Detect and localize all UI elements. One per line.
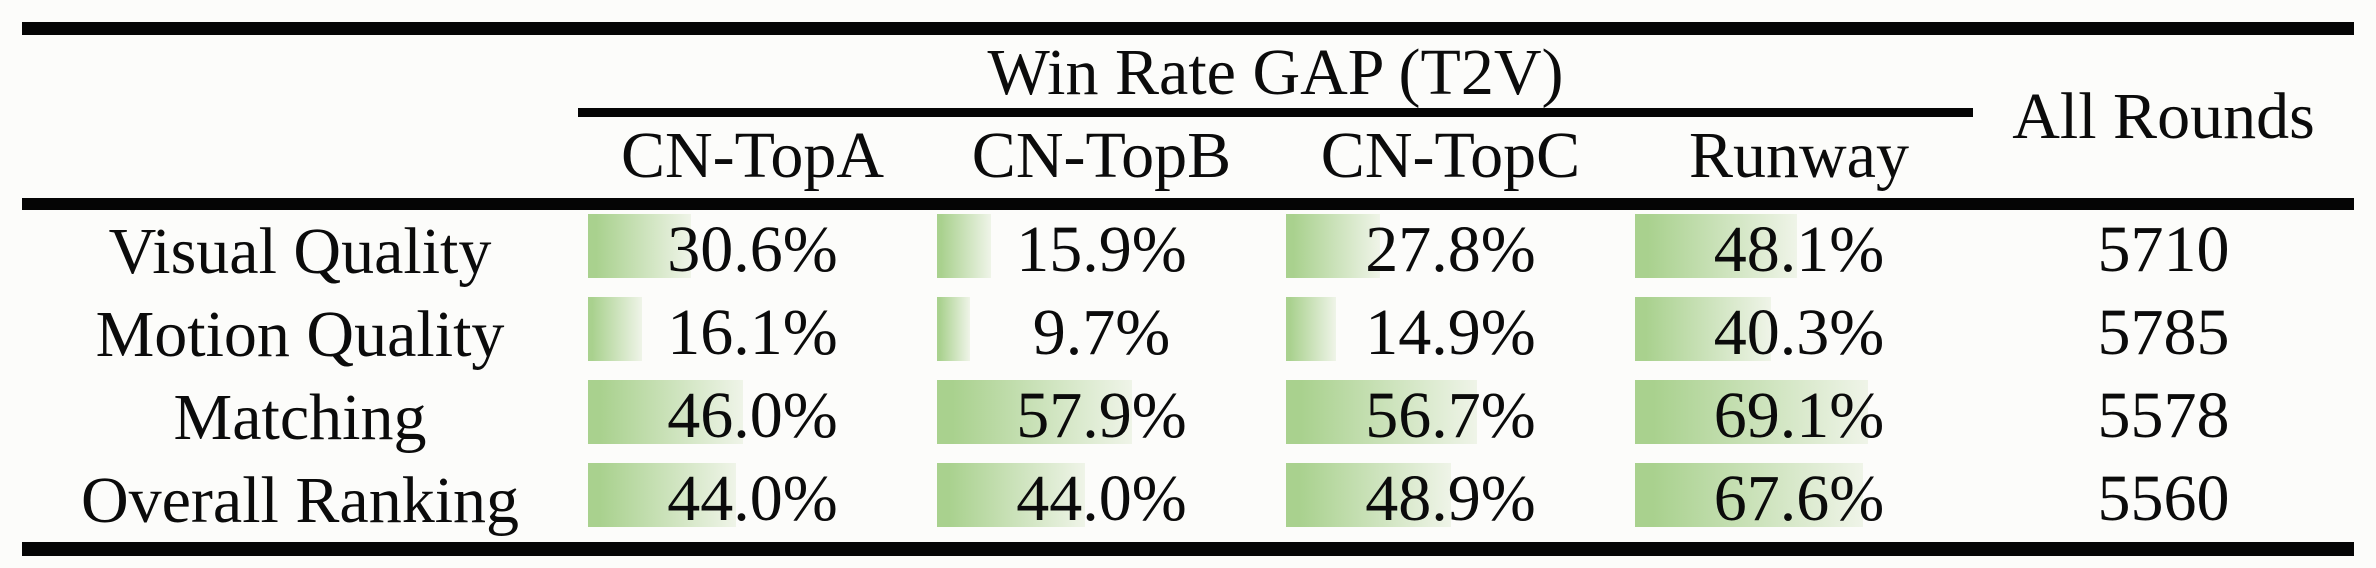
table-row: Visual Quality 30.6% 15.9% 27.8% 48.1% 5…	[22, 210, 2354, 293]
results-table: Win Rate GAP (T2V) CN-TopA CN-TopB CN-To…	[22, 22, 2354, 556]
column-header-all-rounds: All Rounds	[2012, 79, 2315, 153]
win-rate-bar	[588, 214, 691, 278]
win-rate-bar	[937, 214, 991, 278]
all-rounds-value: 5710	[2097, 213, 2230, 286]
win-rate-cell: 9.7%	[927, 293, 1276, 376]
win-rate-cell: 57.9%	[927, 376, 1276, 459]
win-rate-value: 14.9%	[1365, 296, 1536, 369]
header-divider-rule	[22, 198, 2354, 210]
win-rate-value: 46.0%	[667, 379, 838, 452]
win-rate-bar	[1635, 214, 1797, 278]
win-rate-bar	[1286, 463, 1451, 527]
win-rate-value: 48.1%	[1713, 213, 1885, 286]
table-row: Overall Ranking 44.0% 44.0% 48.9% 67.6% …	[22, 459, 2354, 542]
win-rate-cell: 44.0%	[927, 459, 1276, 542]
win-rate-cell: 40.3%	[1625, 293, 1973, 376]
win-rate-value: 27.8%	[1365, 213, 1536, 286]
win-rate-value: 15.9%	[1016, 213, 1187, 286]
table-row: Motion Quality 16.1% 9.7% 14.9% 40.3% 57…	[22, 293, 2354, 376]
win-rate-cell: 48.1%	[1625, 210, 1973, 293]
win-rate-value: 57.9%	[1016, 379, 1187, 452]
win-rate-cell: 44.0%	[578, 459, 927, 542]
win-rate-cell: 15.9%	[927, 210, 1276, 293]
win-rate-bar	[588, 380, 743, 444]
win-rate-cell: 16.1%	[578, 293, 927, 376]
win-rate-value: 44.0%	[1016, 462, 1187, 535]
win-rate-bar	[937, 297, 970, 361]
top-rule	[22, 22, 2354, 35]
win-rate-bar	[1635, 463, 1863, 527]
win-rate-cell: 48.9%	[1276, 459, 1625, 542]
win-rate-value: 67.6%	[1713, 462, 1885, 535]
win-rate-bar	[588, 297, 642, 361]
win-rate-bar	[1286, 380, 1477, 444]
win-rate-bar	[937, 463, 1085, 527]
group-header-title: Win Rate GAP (T2V)	[987, 36, 1564, 109]
win-rate-bar	[1635, 380, 1868, 444]
win-rate-cell: 30.6%	[578, 210, 927, 293]
win-rate-bar	[1286, 214, 1380, 278]
bottom-rule	[22, 542, 2354, 556]
all-rounds-value: 5785	[2097, 296, 2230, 369]
column-header-runway: Runway	[1689, 119, 1909, 192]
all-rounds-value: 5578	[2097, 379, 2230, 452]
column-header-cn-topc: CN-TopC	[1320, 119, 1581, 192]
win-rate-cell: 27.8%	[1276, 210, 1625, 293]
group-header-rule	[578, 108, 1973, 117]
row-label: Overall Ranking	[80, 464, 520, 537]
win-rate-bar	[1635, 297, 1771, 361]
win-rate-cell: 14.9%	[1276, 293, 1625, 376]
win-rate-value: 16.1%	[667, 296, 838, 369]
column-header-cn-topa: CN-TopA	[620, 119, 885, 192]
win-rate-cell: 56.7%	[1276, 376, 1625, 459]
win-rate-value: 48.9%	[1365, 462, 1536, 535]
win-rate-bar	[1286, 297, 1336, 361]
win-rate-cell: 67.6%	[1625, 459, 1973, 542]
win-rate-value: 69.1%	[1713, 379, 1885, 452]
row-label: Visual Quality	[108, 215, 492, 288]
win-rate-value: 30.6%	[667, 213, 838, 286]
win-rate-value: 9.7%	[1032, 296, 1171, 369]
win-rate-bar	[588, 463, 736, 527]
win-rate-value: 40.3%	[1713, 296, 1885, 369]
win-rate-bar	[937, 380, 1132, 444]
win-rate-value: 56.7%	[1365, 379, 1536, 452]
win-rate-cell: 69.1%	[1625, 376, 1973, 459]
table-row: Matching 46.0% 57.9% 56.7% 69.1% 5578	[22, 376, 2354, 459]
table-header: Win Rate GAP (T2V) CN-TopA CN-TopB CN-To…	[22, 35, 2354, 198]
win-rate-value: 44.0%	[667, 462, 838, 535]
all-rounds-value: 5560	[2097, 462, 2230, 535]
row-label: Motion Quality	[95, 298, 505, 371]
win-rate-cell: 46.0%	[578, 376, 927, 459]
row-label: Matching	[173, 381, 427, 454]
column-header-cn-topb: CN-TopB	[971, 119, 1232, 192]
